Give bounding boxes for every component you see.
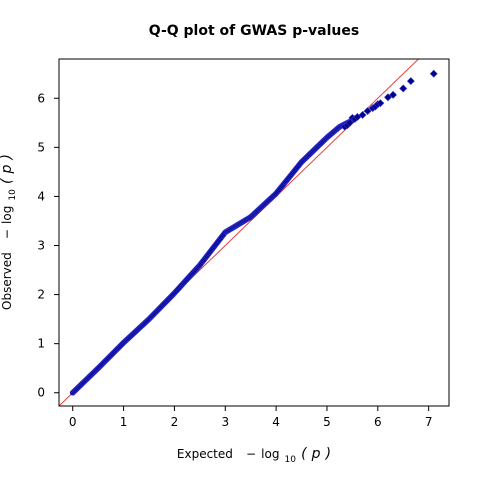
y-axis-ticks: 0 1 2 3 4 5 6 (37, 91, 59, 400)
x-tick-label: 1 (120, 415, 128, 429)
data-point (429, 69, 438, 78)
x-axis-label-var: p (311, 446, 321, 462)
y-tick-label: 0 (37, 386, 45, 400)
x-tick-label: 3 (221, 415, 229, 429)
x-axis-ticks: 0 1 2 3 4 5 6 7 (69, 406, 433, 429)
x-axis-label: Expected − log 10 ( p ) (177, 443, 331, 466)
y-axis-label-minus: − (0, 229, 14, 239)
x-axis-label-minus: − (246, 447, 256, 461)
y-tick-label: 5 (37, 140, 45, 154)
points-layer (69, 69, 438, 396)
x-axis-label-fn: log (261, 447, 279, 461)
plot-frame (58, 58, 450, 407)
y-tick-label: 2 (37, 288, 45, 302)
y-tick-label: 3 (37, 239, 45, 253)
x-axis-label-prefix: Expected (177, 447, 233, 461)
x-tick-label: 6 (374, 415, 382, 429)
x-tick-label: 4 (272, 415, 280, 429)
x-tick-label: 0 (69, 415, 77, 429)
x-axis-label-base: 10 (285, 455, 297, 465)
x-tick-label: 5 (323, 415, 331, 429)
data-point (384, 93, 392, 102)
data-point (399, 84, 408, 93)
y-axis-label-open: ( (0, 178, 15, 184)
y-axis-label-fn: log (0, 206, 14, 224)
data-point (363, 107, 372, 115)
data-point (389, 90, 397, 99)
data-point (345, 118, 354, 127)
data-point (406, 77, 415, 86)
chart-title: Q-Q plot of GWAS p-values (149, 23, 359, 39)
y-axis-label-prefix: Observed (0, 252, 14, 310)
x-axis-label-open: ( (301, 446, 307, 462)
x-tick-label: 2 (171, 415, 179, 429)
y-tick-label: 6 (37, 91, 45, 105)
y-axis-label-base: 10 (8, 189, 18, 201)
y-tick-label: 1 (37, 337, 45, 351)
y-axis-label-var: p (0, 164, 15, 174)
x-tick-label: 7 (425, 415, 433, 429)
data-point (358, 111, 367, 119)
y-axis-label-close: ) (0, 154, 15, 160)
data-point (376, 99, 385, 108)
plot-area (58, 58, 450, 407)
y-axis-label: Observed − log 10 ( p ) (0, 154, 19, 310)
x-axis-label-close: ) (325, 446, 331, 462)
y-tick-label: 4 (37, 189, 45, 203)
